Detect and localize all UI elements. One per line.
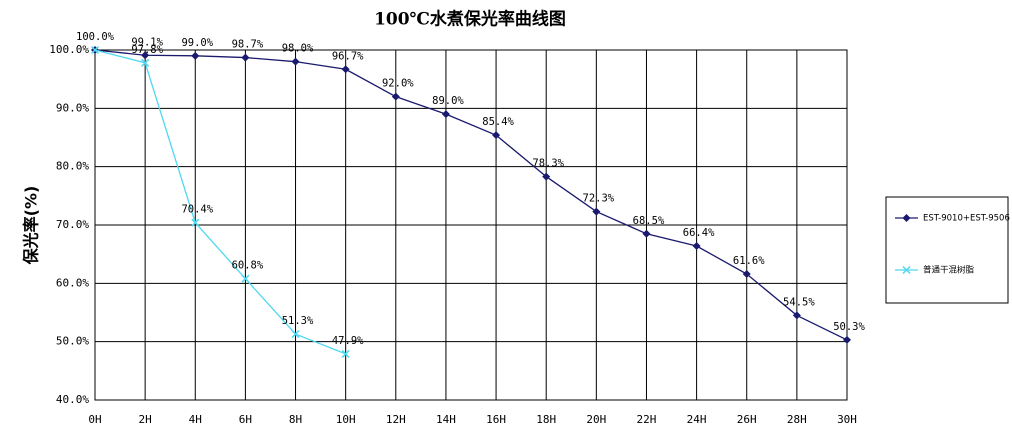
data-point (441, 110, 450, 119)
x-tick-label: 2H (139, 413, 152, 426)
data-point (792, 311, 801, 320)
legend-label: 普通干混树脂 (923, 265, 975, 276)
y-axis-label: 保光率(%) (22, 186, 41, 266)
legend-marker (902, 265, 911, 275)
y-tick-label: 60.0% (56, 276, 89, 289)
data-label: 92.0% (382, 78, 414, 90)
data-label: 78.3% (532, 158, 564, 170)
x-tick-label: 16H (486, 413, 506, 426)
data-label: 47.9% (332, 335, 364, 347)
legend-label: EST-9010+EST-9506 (923, 214, 1010, 224)
data-point (241, 53, 250, 62)
data-label: 68.5% (633, 215, 665, 227)
data-label: 66.4% (683, 227, 715, 239)
x-tick-label: 14H (436, 413, 456, 426)
data-point (241, 274, 250, 283)
data-label: 54.5% (783, 296, 815, 308)
x-tick-label: 30H (837, 413, 857, 426)
x-tick-label: 24H (687, 413, 707, 426)
x-tick-label: 8H (289, 413, 302, 426)
y-tick-label: 40.0% (56, 393, 89, 406)
data-label: 89.0% (432, 95, 464, 107)
data-point (341, 65, 350, 74)
legend-marker (902, 214, 911, 222)
data-label: 50.3% (833, 321, 865, 333)
series-line (94, 49, 346, 355)
data-label: 100.0% (76, 31, 115, 43)
data-label: 96.7% (332, 50, 364, 62)
data-point (542, 172, 551, 181)
x-tick-label: 10H (336, 413, 356, 426)
x-tick-label: 22H (637, 413, 657, 426)
data-point (191, 51, 200, 60)
y-tick-label: 90.0% (56, 101, 89, 114)
data-point (391, 92, 400, 101)
data-point (141, 58, 150, 67)
data-point (492, 131, 501, 140)
y-tick-label: 80.0% (56, 160, 89, 173)
data-label: 98.7% (232, 39, 264, 51)
series-line (94, 49, 848, 341)
data-label: 70.4% (181, 204, 213, 216)
x-tick-label: 28H (787, 413, 807, 426)
data-label: 51.3% (282, 315, 314, 327)
data-label: 99.0% (181, 37, 213, 49)
data-point (592, 207, 601, 216)
x-tick-label: 20H (586, 413, 606, 426)
data-label: 72.3% (583, 193, 615, 205)
plot-border (94, 49, 848, 401)
y-tick-label: 100.0% (49, 43, 89, 56)
data-point (291, 57, 300, 66)
x-tick-label: 0H (88, 413, 101, 426)
data-point (692, 242, 701, 250)
x-tick-label: 12H (386, 413, 406, 426)
data-point (90, 45, 100, 55)
data-label: 85.4% (482, 116, 514, 128)
y-tick-label: 70.0% (56, 218, 89, 231)
x-tick-label: 6H (239, 413, 252, 426)
y-tick-label: 50.0% (56, 335, 89, 348)
data-point (291, 330, 300, 339)
data-point (642, 229, 651, 238)
data-point (141, 51, 150, 60)
data-label: 98.0% (282, 43, 314, 55)
x-tick-label: 26H (737, 413, 757, 426)
data-point (191, 218, 200, 227)
data-point (742, 270, 751, 278)
chart-title: 100℃水煮保光率曲线图 (374, 9, 566, 30)
x-tick-label: 4H (189, 413, 202, 426)
data-point (341, 349, 350, 358)
data-label: 60.8% (232, 260, 264, 272)
data-label: 61.6% (733, 255, 765, 267)
data-point (843, 335, 851, 344)
x-tick-label: 18H (536, 413, 556, 426)
data-label: 97.8% (131, 44, 163, 56)
data-label: 99.1% (131, 36, 163, 48)
